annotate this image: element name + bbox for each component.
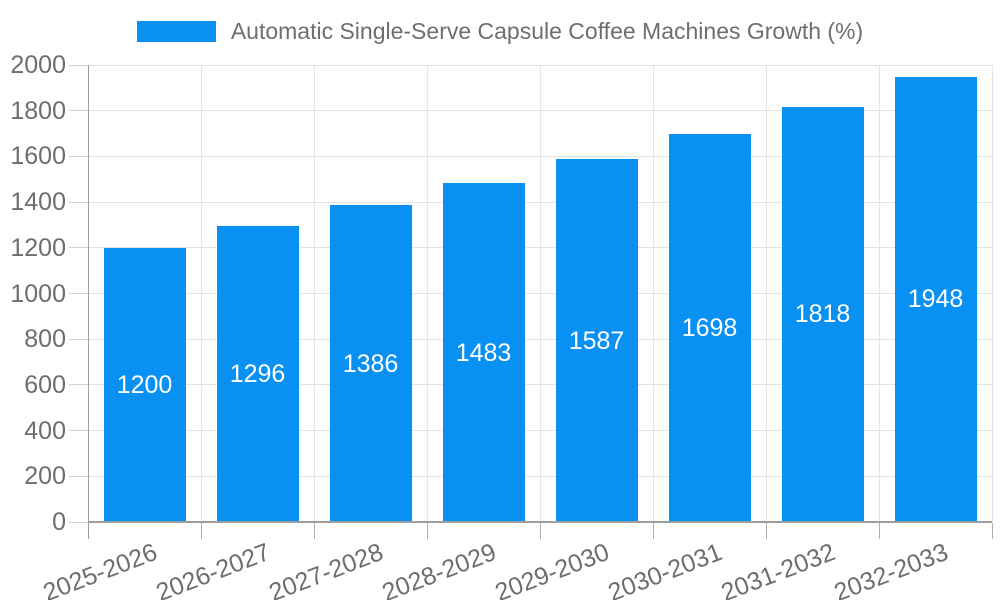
y-tick-label: 1200: [10, 233, 66, 262]
x-tick: [539, 523, 541, 539]
bar-value-label: 1483: [455, 338, 512, 367]
bar[interactable]: 1386: [329, 205, 412, 522]
bar-value-label: 1587: [568, 326, 625, 355]
bar-value-label: 1948: [907, 285, 964, 314]
x-tick: [652, 523, 654, 539]
y-tick: [69, 475, 88, 477]
bar[interactable]: 1483: [442, 183, 525, 522]
x-tick: [313, 523, 315, 539]
y-tick: [69, 430, 88, 432]
y-tick: [69, 338, 88, 340]
bar[interactable]: 1698: [668, 134, 751, 522]
x-tick: [765, 523, 767, 539]
y-tick-label: 1800: [10, 96, 66, 125]
legend: Automatic Single-Serve Capsule Coffee Ma…: [0, 17, 1000, 45]
gridline-vertical: [313, 65, 315, 522]
y-tick: [69, 155, 88, 157]
gridline-vertical: [878, 65, 880, 522]
y-tick: [69, 521, 88, 523]
legend-label: Automatic Single-Serve Capsule Coffee Ma…: [230, 18, 864, 44]
bar-value-label: 1296: [229, 359, 286, 388]
gridline-vertical: [652, 65, 654, 522]
y-tick-label: 2000: [10, 51, 66, 79]
bar[interactable]: 1818: [781, 106, 864, 522]
x-tick: [991, 523, 993, 539]
gridline-vertical: [426, 65, 428, 522]
y-tick-label: 600: [24, 370, 66, 399]
gridline-vertical: [765, 65, 767, 522]
bar-value-label: 1386: [342, 349, 399, 378]
y-tick: [69, 110, 88, 112]
y-tick: [69, 64, 88, 66]
gridline-vertical: [200, 65, 202, 522]
bar[interactable]: 1948: [894, 76, 977, 522]
x-tick: [426, 523, 428, 539]
x-axis-baseline: [88, 521, 992, 523]
y-tick-label: 0: [52, 508, 66, 536]
y-tick: [69, 201, 88, 203]
bar-value-label: 1818: [794, 300, 851, 329]
y-tick-label: 1400: [10, 188, 66, 217]
y-tick-label: 1600: [10, 142, 66, 171]
x-tick: [878, 523, 880, 539]
legend-swatch: [136, 20, 216, 42]
bar-value-label: 1200: [116, 370, 173, 399]
gridline-vertical: [539, 65, 541, 522]
y-tick-label: 200: [24, 462, 66, 491]
bar[interactable]: 1587: [555, 159, 638, 522]
gridline-vertical: [991, 65, 993, 522]
y-tick: [69, 293, 88, 294]
y-tick-label: 400: [24, 416, 66, 445]
x-tick: [200, 523, 202, 539]
y-tick: [69, 247, 88, 249]
bar[interactable]: 1296: [216, 225, 299, 522]
y-axis-line: [87, 65, 89, 539]
bar-value-label: 1698: [681, 313, 738, 342]
y-tick: [69, 384, 88, 386]
bar[interactable]: 1200: [103, 247, 186, 522]
y-tick-label: 1000: [10, 279, 66, 308]
y-tick-label: 800: [24, 325, 66, 354]
